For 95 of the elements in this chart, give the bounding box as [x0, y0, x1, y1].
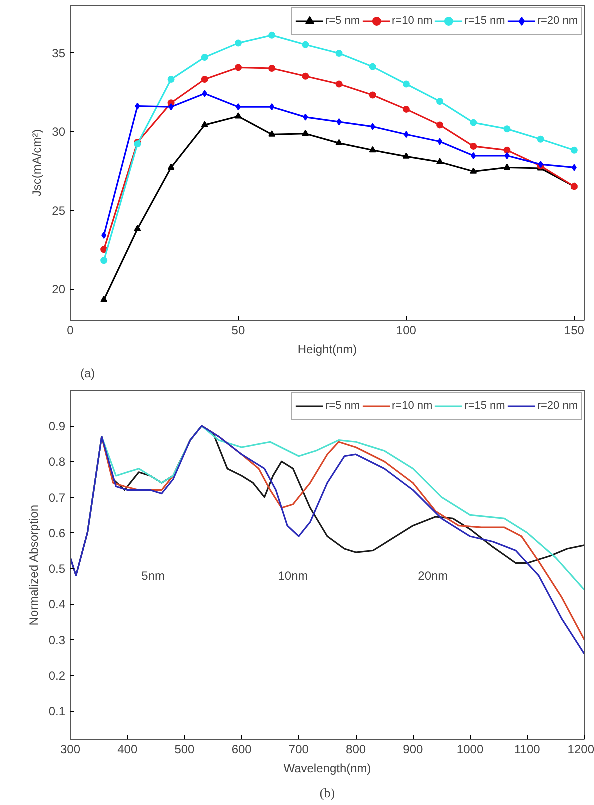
- point: [471, 152, 476, 160]
- point: [336, 118, 342, 126]
- x-axis-title: Height(nm): [298, 342, 358, 356]
- x-tick-label: 50: [232, 324, 246, 338]
- x-tick-label: 500: [174, 742, 196, 756]
- point: [336, 139, 343, 146]
- point: [369, 63, 376, 70]
- point: [402, 106, 410, 113]
- annotation: 20nm: [418, 568, 448, 583]
- legend-label: r=5 nm: [325, 400, 360, 412]
- y-axis-title: Jsc(mA/cm²): [30, 129, 44, 197]
- x-tick-label: 150: [564, 324, 585, 338]
- point: [402, 80, 410, 88]
- point: [470, 168, 478, 174]
- y-axis-title: Normalized Absorption: [26, 504, 41, 626]
- point: [268, 130, 276, 137]
- point: [268, 32, 276, 39]
- point: [504, 152, 510, 160]
- y-tick-label: 0.2: [48, 668, 66, 683]
- point: [369, 92, 376, 99]
- point: [336, 80, 343, 88]
- point: [302, 130, 310, 136]
- legend-label: r=10 nm: [392, 400, 433, 412]
- y-tick-label: 0.3: [48, 633, 66, 648]
- point: [135, 102, 140, 110]
- y-tick-label: 0.8: [48, 455, 66, 470]
- x-tick-label: 300: [60, 742, 81, 756]
- x-tick-label: 0: [67, 324, 74, 338]
- x-tick-label: 600: [232, 742, 252, 756]
- point: [570, 146, 578, 154]
- x-tick-label: 1000: [456, 742, 484, 756]
- point: [572, 164, 577, 172]
- point: [470, 142, 478, 150]
- point: [438, 138, 443, 146]
- point: [302, 72, 310, 80]
- y-tick-label: 0.1: [48, 704, 66, 719]
- y-tick-label: 30: [52, 125, 66, 139]
- x-tick-label: 900: [403, 742, 424, 756]
- point: [234, 112, 242, 119]
- legend-label: r=20 nm: [537, 400, 578, 412]
- y-tick-label: 25: [52, 204, 66, 218]
- point: [436, 158, 444, 164]
- y-tick-label: 0.5: [48, 562, 66, 576]
- legend-label: r=15 nm: [464, 400, 506, 412]
- point: [168, 76, 175, 84]
- y-tick-label: 0.9: [48, 420, 66, 434]
- legend-label: r=10 nm: [392, 15, 433, 27]
- y-tick-label: 0.4: [48, 598, 66, 612]
- point: [168, 164, 175, 170]
- point: [436, 98, 444, 106]
- point: [336, 50, 343, 58]
- legend-label: r=15 nm: [464, 15, 506, 27]
- point: [234, 40, 242, 47]
- x-tick-label: 1100: [514, 742, 541, 756]
- point: [270, 104, 275, 111]
- legend-label: r=5 nm: [325, 15, 360, 27]
- point: [168, 104, 174, 111]
- point: [268, 65, 276, 72]
- point: [537, 136, 544, 143]
- point: [303, 114, 308, 121]
- x-axis-title: Wavelength(nm): [284, 762, 372, 776]
- y-tick-label: 0.7: [48, 490, 66, 505]
- point: [369, 146, 376, 153]
- point: [201, 76, 208, 84]
- point: [234, 64, 242, 72]
- point: [201, 54, 208, 61]
- point: [102, 232, 107, 239]
- text: (b): [320, 786, 336, 800]
- point: [504, 146, 511, 154]
- point: [100, 257, 108, 264]
- point: [201, 121, 208, 128]
- y-tick-label: 35: [52, 46, 66, 60]
- x-tick-label: 800: [346, 742, 366, 756]
- point: [134, 225, 142, 232]
- annotation: 5nm: [142, 568, 165, 583]
- point: [404, 131, 409, 138]
- annotation: 10nm: [278, 568, 308, 583]
- point: [504, 126, 511, 133]
- x-tick-label: 700: [288, 742, 310, 756]
- point: [370, 123, 376, 130]
- text: (a): [80, 366, 96, 380]
- x-tick-label: 1200: [568, 742, 594, 756]
- point: [504, 164, 511, 170]
- point: [302, 41, 310, 48]
- legend-label: r=20 nm: [537, 15, 578, 27]
- point: [202, 90, 208, 98]
- point: [470, 119, 478, 126]
- point: [236, 104, 241, 111]
- point: [436, 122, 444, 129]
- point: [100, 296, 108, 302]
- y-tick-label: 0.6: [48, 526, 66, 540]
- x-tick-label: 400: [118, 742, 138, 756]
- point: [402, 152, 410, 159]
- y-tick-label: 20: [52, 282, 66, 296]
- x-tick-label: 100: [396, 324, 417, 338]
